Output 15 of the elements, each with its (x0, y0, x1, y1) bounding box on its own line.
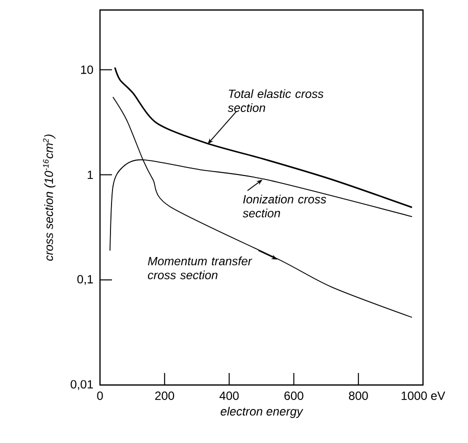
x-tick-label: 0 (97, 392, 103, 400)
y-axis-title: cross section (10$^{-16}$cm$^{2}$) (43, 134, 56, 261)
x-tick-label: 400 (220, 392, 239, 400)
y-tick-label: 0,01 (70, 380, 93, 390)
y-tick-label: 10 (81, 65, 94, 74)
y-tick-label: 0,1 (77, 274, 93, 285)
x-tick-label: 200 (155, 392, 174, 400)
x-axis-title: electron energy (220, 406, 304, 418)
x-tick-label: 600 (284, 392, 304, 400)
x-tick-label: 800 (348, 392, 368, 400)
annotation: Ionization cross section (242, 194, 326, 218)
annotation: Momentum transfer cross section (148, 256, 252, 280)
x-tick-label: 1000 eV (402, 392, 446, 400)
annotation: Total elastic cross section (228, 89, 324, 112)
y-tick-label: 1 (88, 170, 93, 179)
